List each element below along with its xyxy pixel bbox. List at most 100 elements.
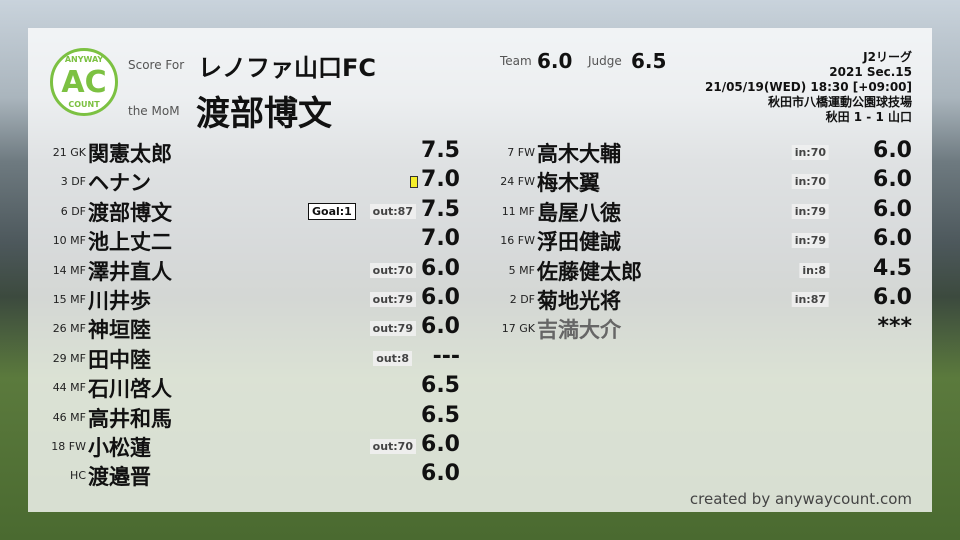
player-score: 6.0 <box>421 432 460 457</box>
player-score: 6.5 <box>421 373 460 399</box>
player-number-position: 6 DF <box>60 204 86 218</box>
player-number-position: 18 FW <box>51 440 86 453</box>
player-number-position: 24 FW <box>500 175 535 189</box>
credit: created by anywaycount.com <box>689 490 912 508</box>
player-number-position: 14 MF <box>52 263 86 277</box>
player-name: 川井歩 <box>88 289 151 313</box>
player-number-position: 5 MF <box>508 263 535 277</box>
section: 2021 Sec.15 <box>829 65 912 79</box>
player-name: ヘナン <box>88 171 151 196</box>
player-name: 関憲太郎 <box>88 142 172 166</box>
match-info: J2リーグ 2021 Sec.15 21/05/19(WED) 18:30 [+… <box>705 50 912 125</box>
league: J2リーグ <box>863 50 912 64</box>
player-name: 菊地光将 <box>537 289 621 313</box>
judge-score: 6.5 <box>631 49 667 73</box>
player-row: 16 FW 浮田健誠 6.0 in:79 <box>475 226 915 255</box>
player-name: 吉満大介 <box>537 318 621 343</box>
player-number-position: HC <box>70 469 86 483</box>
player-number-position: 17 GK <box>501 322 535 336</box>
player-score: 6.5 <box>421 402 460 428</box>
substitution-out: out:8 <box>373 350 412 366</box>
score-panel <box>28 28 932 512</box>
player-row: 14 MF 澤井直人 6.0 out:70 <box>26 256 466 285</box>
player-score: 6.0 <box>873 226 912 252</box>
player-name: 渡部博文 <box>88 200 172 225</box>
substitution-in: in:79 <box>791 233 829 249</box>
substitution-out: out:79 <box>369 292 416 307</box>
player-row: 17 GK 吉満大介 *** <box>475 314 915 343</box>
substitution-in: in:70 <box>791 145 829 160</box>
player-name: 澤井直人 <box>88 259 172 284</box>
player-score: *** <box>877 314 912 340</box>
judge-score-label: Judge <box>588 54 622 68</box>
player-name: 高木大輔 <box>537 142 621 166</box>
player-number-position: 21 GK <box>52 146 86 159</box>
player-number-position: 3 DF <box>60 175 86 189</box>
player-name: 石川啓人 <box>88 377 172 402</box>
player-name: 浮田健誠 <box>537 230 621 255</box>
player-name: 田中陸 <box>88 347 151 372</box>
player-row: 26 MF 神垣陸 6.0 out:79 <box>26 314 466 343</box>
player-row: 29 MF 田中陸 --- out:8 <box>26 344 466 373</box>
player-row: 5 MF 佐藤健太郎 4.5 in:8 <box>475 256 915 285</box>
player-score: 7.5 <box>421 138 460 163</box>
team-score: 6.0 <box>537 49 573 73</box>
player-row: HC 渡邉晋 6.0 <box>26 461 466 490</box>
player-row: 18 FW 小松蓮 6.0 out:70 <box>26 432 466 461</box>
player-name: 島屋八徳 <box>537 200 621 225</box>
player-name: 渡邉晋 <box>88 465 151 490</box>
player-number-position: 15 MF <box>52 293 86 306</box>
player-row: 15 MF 川井歩 6.0 out:79 <box>26 285 466 314</box>
player-number-position: 44 MF <box>52 381 86 395</box>
team-score-label: Team <box>500 54 532 68</box>
player-number-position: 7 FW <box>507 146 535 159</box>
datetime: 21/05/19(WED) 18:30 [+09:00] <box>705 80 912 94</box>
substitution-in: in:8 <box>799 262 829 278</box>
player-score: 6.0 <box>873 167 912 193</box>
player-number-position: 16 FW <box>500 234 535 248</box>
player-score: --- <box>432 343 460 369</box>
mom-name: 渡部博文 <box>196 94 332 134</box>
player-name: 小松蓮 <box>88 436 151 460</box>
anywaycount-logo: ANYWAY AC COUNT <box>50 48 118 116</box>
player-row: 2 DF 菊地光将 6.0 in:87 <box>475 285 915 314</box>
player-name: 神垣陸 <box>88 318 151 343</box>
team-name: レノファ山口FC <box>198 54 377 82</box>
player-name: 池上丈二 <box>88 230 172 255</box>
player-score: 6.0 <box>873 138 912 163</box>
substitution-in: in:70 <box>791 174 829 190</box>
player-row: 6 DF 渡部博文 7.5 out:87 Goal:1 <box>26 197 466 226</box>
mom-label: the MoM <box>128 104 180 118</box>
player-score: 7.0 <box>421 226 460 252</box>
player-score: 6.0 <box>421 461 460 487</box>
player-number-position: 29 MF <box>52 351 86 365</box>
substitution-out: out:87 <box>369 203 416 219</box>
player-name: 佐藤健太郎 <box>537 259 642 284</box>
result: 秋田 1 - 1 山口 <box>825 110 912 124</box>
player-row: 10 MF 池上丈二 7.0 <box>26 226 466 255</box>
substitution-out: out:79 <box>369 321 416 337</box>
substitution-out: out:70 <box>369 439 416 454</box>
substitution-out: out:70 <box>369 262 416 278</box>
player-row: 3 DF ヘナン 7.0 <box>26 167 466 196</box>
player-row: 21 GK 関憲太郎 7.5 <box>26 138 466 167</box>
player-score: 4.5 <box>873 255 912 281</box>
score-for-label: Score For <box>128 58 185 72</box>
player-number-position: 10 MF <box>52 234 86 248</box>
substitution-in: in:87 <box>791 292 829 307</box>
player-name: 高井和馬 <box>88 406 172 431</box>
player-number-position: 11 MF <box>501 204 535 218</box>
player-score: 6.0 <box>421 285 460 310</box>
player-score: 6.0 <box>873 285 912 310</box>
player-number-position: 26 MF <box>52 322 86 336</box>
player-number-position: 2 DF <box>509 293 535 306</box>
player-score: 6.0 <box>421 255 460 281</box>
goal-badge: Goal:1 <box>308 202 356 220</box>
player-score: 7.0 <box>421 167 460 193</box>
venue: 秋田市八橋運動公園球技場 <box>767 95 912 109</box>
player-row: 11 MF 島屋八徳 6.0 in:79 <box>475 197 915 226</box>
yellow-card-icon <box>410 176 418 189</box>
player-row: 46 MF 高井和馬 6.5 <box>26 403 466 432</box>
player-score: 7.5 <box>421 196 460 222</box>
player-score: 6.0 <box>421 314 460 340</box>
